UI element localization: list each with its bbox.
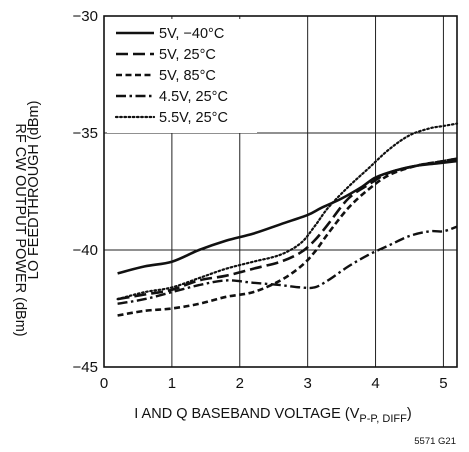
y-tick-label: −30 xyxy=(73,8,98,25)
x-tick-label: 1 xyxy=(168,375,176,392)
y-tick-label: −35 xyxy=(73,125,98,142)
y-tick-label: −45 xyxy=(73,359,98,376)
series-line-3 xyxy=(118,159,457,316)
legend-label-1: 5V, −40°C xyxy=(159,26,224,42)
legend-label-4: 4.5V, 25°C xyxy=(159,89,228,105)
legend-label-2: 5V, 25°C xyxy=(159,47,216,63)
x-tick-label: 5 xyxy=(439,375,447,392)
series-line-1 xyxy=(118,161,457,273)
series-lines xyxy=(118,124,457,316)
x-tick-label: 0 xyxy=(100,375,108,392)
x-axis-label-main: I AND Q BASEBAND VOLTAGE (V xyxy=(134,406,359,422)
x-tick-label: 2 xyxy=(236,375,244,392)
legend-label-3: 5V, 85°C xyxy=(159,68,216,84)
y-axis-label-inner: LO FEEDTHROUGH (dBm) xyxy=(26,101,42,280)
legend: 5V, −40°C 5V, 25°C 5V, 85°C 4.5V, 25°C 5.5V,… xyxy=(107,19,257,133)
legend-label-5: 5.5V, 25°C xyxy=(159,110,228,126)
y-tick-label: −40 xyxy=(73,242,98,259)
series-line-2 xyxy=(118,159,457,299)
x-axis-label-subscript: P-P, DIFF xyxy=(359,413,407,425)
figure-id: 5571 G21 xyxy=(414,436,456,447)
series-line-4 xyxy=(118,227,457,304)
x-tick-label: 4 xyxy=(371,375,379,392)
x-tick-label: 3 xyxy=(303,375,311,392)
series-line-5 xyxy=(118,124,457,300)
x-axis-label: I AND Q BASEBAND VOLTAGE (VP-P, DIFF) xyxy=(134,406,411,425)
x-axis-label-close: ) xyxy=(407,406,412,422)
